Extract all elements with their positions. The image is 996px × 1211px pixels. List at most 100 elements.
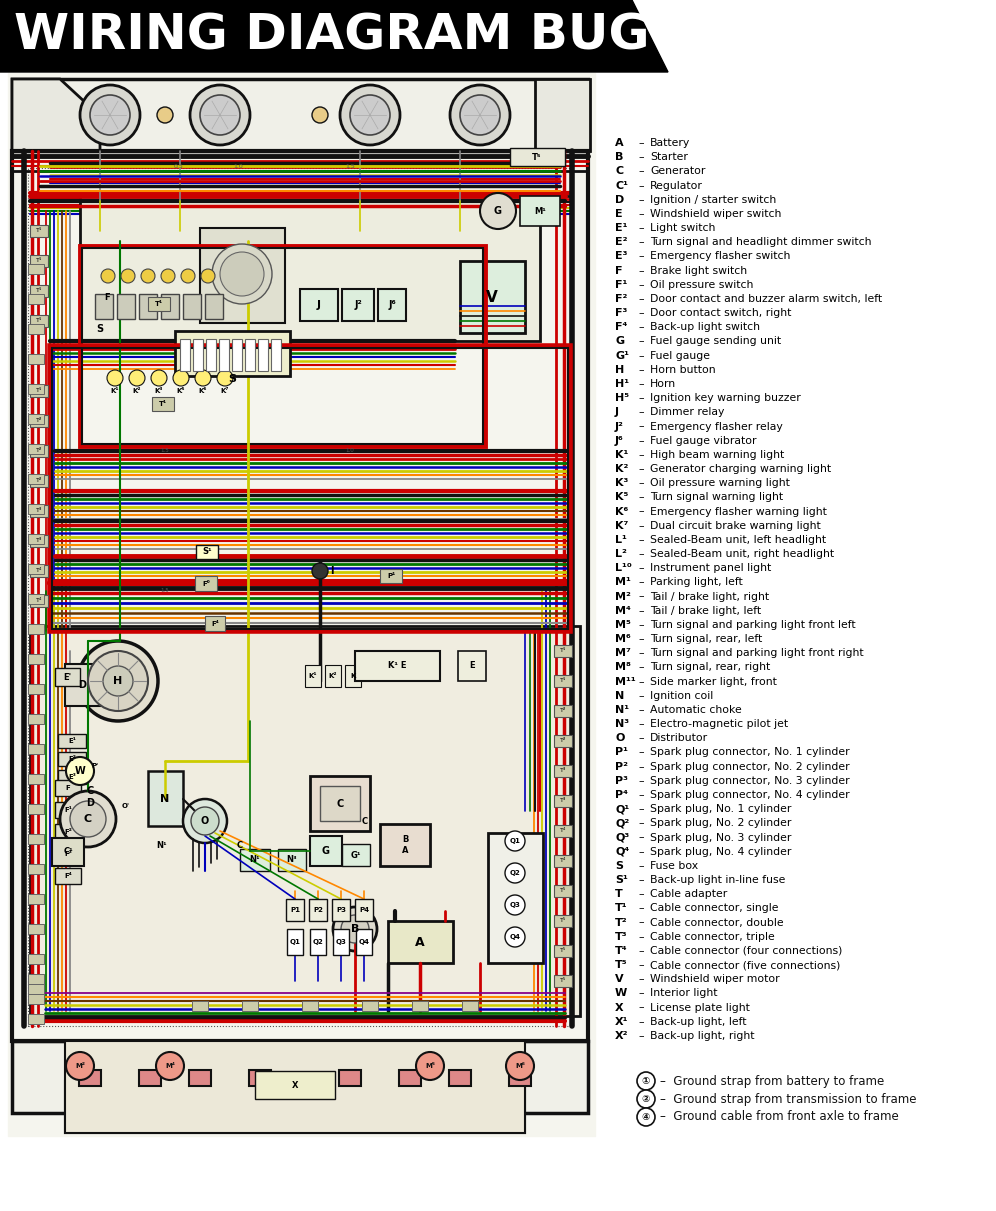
- Bar: [310, 929, 326, 955]
- Text: L¹: L¹: [615, 535, 626, 545]
- Text: K²: K²: [329, 673, 338, 679]
- Text: L¹⁰: L¹⁰: [615, 563, 631, 573]
- Text: K⁶: K⁶: [199, 388, 207, 394]
- Text: T¹: T¹: [36, 389, 42, 394]
- Circle shape: [60, 791, 116, 846]
- Text: D: D: [86, 798, 94, 808]
- Bar: [333, 929, 349, 955]
- Text: N¹: N¹: [615, 705, 629, 714]
- Text: –: –: [638, 876, 643, 885]
- Bar: [30, 444, 48, 457]
- Circle shape: [173, 371, 189, 386]
- Text: F⁴: F⁴: [64, 873, 72, 879]
- Text: High beam warning light: High beam warning light: [650, 449, 784, 460]
- Text: Ignition key warning buzzer: Ignition key warning buzzer: [650, 394, 801, 403]
- Text: Q4: Q4: [359, 939, 370, 945]
- Text: N: N: [160, 794, 169, 804]
- Text: T⁵: T⁵: [560, 918, 566, 924]
- Text: W: W: [615, 988, 627, 998]
- Text: Q4: Q4: [510, 934, 521, 940]
- Circle shape: [66, 1052, 94, 1080]
- Text: –: –: [638, 734, 643, 744]
- Text: K¹: K¹: [309, 673, 318, 679]
- Text: Brake light switch: Brake light switch: [650, 265, 747, 276]
- Text: K⁵: K⁵: [176, 388, 185, 394]
- Circle shape: [181, 269, 195, 283]
- Text: J: J: [615, 407, 619, 418]
- Bar: [55, 802, 81, 817]
- Text: Tail / brake light, right: Tail / brake light, right: [650, 592, 769, 602]
- Bar: [28, 384, 44, 394]
- Bar: [232, 339, 242, 371]
- Bar: [30, 626, 580, 1016]
- Bar: [193, 339, 203, 371]
- Circle shape: [129, 371, 145, 386]
- Text: –: –: [638, 705, 643, 714]
- Bar: [148, 297, 170, 311]
- Text: K¹ E: K¹ E: [387, 661, 406, 671]
- Bar: [378, 289, 406, 321]
- Bar: [55, 780, 81, 796]
- Text: Dimmer relay: Dimmer relay: [650, 407, 724, 418]
- Bar: [286, 899, 304, 922]
- Text: 1.0: 1.0: [346, 448, 355, 453]
- Text: –: –: [638, 832, 643, 843]
- Text: Q2: Q2: [313, 939, 324, 945]
- Text: –: –: [638, 648, 643, 659]
- Bar: [30, 566, 48, 576]
- Text: Parking light, left: Parking light, left: [650, 578, 743, 587]
- Bar: [30, 225, 48, 237]
- Text: T⁵: T⁵: [615, 960, 627, 970]
- Circle shape: [141, 269, 155, 283]
- Bar: [388, 922, 453, 963]
- Circle shape: [480, 193, 516, 229]
- Bar: [65, 1041, 525, 1133]
- Text: –: –: [638, 351, 643, 361]
- Text: –: –: [638, 719, 643, 729]
- Text: Q2: Q2: [510, 869, 520, 876]
- Text: M⁶: M⁶: [515, 1063, 525, 1069]
- Text: Spark plug connector, No. 3 cylinder: Spark plug connector, No. 3 cylinder: [650, 776, 850, 786]
- Bar: [28, 863, 44, 874]
- Circle shape: [505, 926, 525, 947]
- Bar: [82, 248, 483, 444]
- Text: E: E: [469, 661, 475, 671]
- Text: T⁴: T⁴: [36, 568, 42, 574]
- Text: –: –: [638, 988, 643, 998]
- Bar: [554, 794, 572, 807]
- Text: C: C: [615, 166, 623, 177]
- Text: M⁶: M⁶: [615, 635, 630, 644]
- Bar: [80, 246, 485, 446]
- Text: T⁴: T⁴: [560, 828, 566, 833]
- Text: Light switch: Light switch: [650, 223, 715, 233]
- Text: T³: T³: [560, 769, 566, 774]
- Bar: [302, 1001, 318, 1011]
- Text: F³: F³: [64, 851, 72, 857]
- Text: O: O: [201, 816, 209, 826]
- Bar: [380, 569, 402, 582]
- Text: –: –: [638, 662, 643, 672]
- Text: –: –: [638, 493, 643, 503]
- Bar: [362, 1001, 378, 1011]
- Text: P4: P4: [359, 907, 370, 913]
- Bar: [355, 652, 440, 681]
- Text: Windshield wiper switch: Windshield wiper switch: [650, 210, 782, 219]
- Text: ②: ②: [641, 1094, 650, 1104]
- Text: S¹: S¹: [615, 876, 627, 885]
- Bar: [30, 315, 48, 327]
- Text: T⁴: T⁴: [560, 859, 566, 863]
- Text: Q³: Q³: [615, 832, 629, 843]
- Bar: [28, 654, 44, 664]
- Text: T¹: T¹: [36, 229, 42, 234]
- Bar: [240, 849, 270, 871]
- Text: Tail / brake light, left: Tail / brake light, left: [650, 606, 761, 615]
- Bar: [205, 616, 225, 631]
- Text: J: J: [317, 300, 321, 310]
- Text: Spark plug connector, No. 4 cylinder: Spark plug connector, No. 4 cylinder: [650, 790, 850, 800]
- Bar: [50, 346, 570, 631]
- Bar: [300, 289, 338, 321]
- Text: M⁷: M⁷: [615, 648, 630, 659]
- Text: Emergency flasher warning light: Emergency flasher warning light: [650, 506, 827, 517]
- Text: F¹: F¹: [615, 280, 627, 289]
- Bar: [554, 945, 572, 957]
